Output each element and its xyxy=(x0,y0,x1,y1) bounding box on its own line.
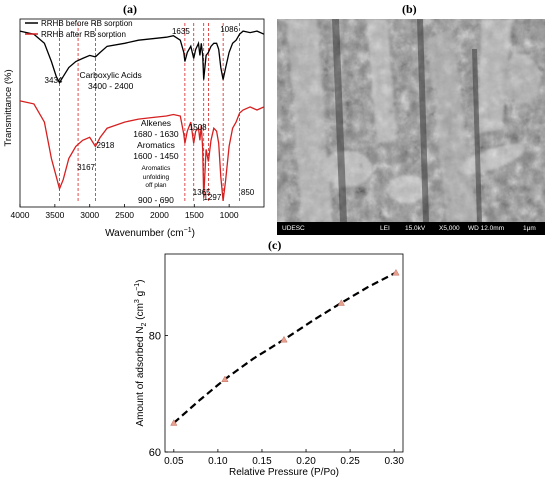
ftir-x-tick-label-0: 4000 xyxy=(11,210,30,220)
ftir-annotation-0: Carboxylic Acids xyxy=(79,70,141,80)
adsorption-y-axis-label: Amount of adsorbed N2 (cm3 g−1) xyxy=(134,280,148,427)
ftir-peak-label-4: 1508 xyxy=(189,123,207,132)
ftir-peak-label-7: 1086 xyxy=(220,25,238,34)
ftir-series-line-0 xyxy=(19,30,265,85)
adsorption-x-tick-label-0: 0.05 xyxy=(164,456,184,467)
adsorption-point-3 xyxy=(337,299,345,306)
ftir-annotation-5: 1600 - 1450 xyxy=(133,151,179,161)
ftir-y-axis-label: Transmittance (%) xyxy=(3,69,14,146)
ftir-x-axis-label-close: ) xyxy=(192,228,195,239)
ftir-chart: 4000 3500 3000 2500 2000 1500 1000 3434 3167 291… xyxy=(3,18,265,239)
ftir-peak-label-5: 1365 xyxy=(193,188,211,197)
adsorption-x-tick-label-4: 0.25 xyxy=(340,456,360,467)
ftir-peak-label-2: 2918 xyxy=(97,141,115,150)
ftir-legend-label-0: RRHB before RB sorption xyxy=(41,19,133,28)
ftir-annotation-7: unfolding xyxy=(143,174,170,181)
ftir-x-tick-label-2: 3000 xyxy=(80,210,99,220)
panel-b-label: (b) xyxy=(402,2,417,16)
sem-label-lab: UDESC xyxy=(282,225,305,232)
sem-info-bar: UDESC LEI 15.0kV X5,000 WD 12.0mm 1μm xyxy=(277,222,545,235)
adsorption-fit-line xyxy=(173,271,397,424)
sem-scale-label: 1μm xyxy=(523,225,536,232)
ftir-annotation-3: 1680 - 1630 xyxy=(133,129,179,139)
ftir-legend-label-1: RRHB after RB sorption xyxy=(41,30,126,39)
ftir-annotation-1: 3400 - 2400 xyxy=(88,81,134,91)
adsorption-y-tick-label-0: 60 xyxy=(149,447,161,459)
adsorption-x-tick-label-1: 0.10 xyxy=(208,456,228,467)
ftir-peak-label-6: 1297 xyxy=(204,193,222,202)
adsorption-y-tick-label-1: 80 xyxy=(149,331,161,343)
ftir-plot-frame xyxy=(19,18,265,208)
adsorption-point-2 xyxy=(280,335,288,343)
panel-a-label: (a) xyxy=(123,2,137,16)
ftir-x-axis-label: Wavenumber (cm−1) xyxy=(105,227,195,239)
adsorption-plot-frame xyxy=(164,253,404,453)
adsorption-point-4 xyxy=(392,268,400,276)
sem-label-mode: LEI xyxy=(380,225,390,232)
sem-label-working-distance: WD 12.0mm xyxy=(468,225,505,232)
adsorption-y-axis-label-unit-sup: 3 xyxy=(134,299,141,303)
adsorption-y-axis-label-unit-close: ) xyxy=(135,280,146,283)
ftir-x-tick-label-3: 2500 xyxy=(115,210,134,220)
adsorption-chart: 0.05 0.10 0.15 0.20 0.25 0.30 60 80 Relative Pr… xyxy=(134,253,404,478)
adsorption-y-axis-label-unit-open: (cm xyxy=(135,303,146,322)
panel-c-label: (c) xyxy=(268,238,282,252)
ftir-annotation-9: 900 - 690 xyxy=(138,195,174,205)
sem-texture xyxy=(277,19,545,222)
ftir-x-tick-label-4: 2000 xyxy=(150,210,169,220)
ftir-x-axis-label-sup: −1 xyxy=(184,227,192,234)
ftir-x-tick-label-6: 1000 xyxy=(220,210,239,220)
adsorption-x-tick-label-2: 0.15 xyxy=(252,456,272,467)
ftir-x-axis-label-main: Wavenumber (cm xyxy=(105,228,184,239)
ftir-annotation-2: Alkenes xyxy=(141,118,171,128)
ftir-annotation-4: Aromatics xyxy=(137,140,175,150)
adsorption-x-tick-label-3: 0.20 xyxy=(296,456,316,467)
sem-image: UDESC LEI 15.0kV X5,000 WD 12.0mm 1μm xyxy=(277,19,545,235)
adsorption-y-axis-label-main: Amount of adsorbed N xyxy=(135,326,146,426)
sem-label-voltage: 15.0kV xyxy=(405,225,426,232)
ftir-series-line-1 xyxy=(19,100,265,201)
adsorption-point-1 xyxy=(221,375,229,383)
adsorption-y-axis-label-unit-mid: g xyxy=(135,291,146,299)
ftir-annotation-8: off plan xyxy=(145,182,167,189)
ftir-peak-label-0: 3434 xyxy=(45,76,63,85)
adsorption-x-axis-label: Relative Pressure (P/Po) xyxy=(229,467,339,478)
adsorption-y-axis-label-sub: 2 xyxy=(141,322,148,326)
ftir-peak-label-3: 1635 xyxy=(172,27,190,36)
ftir-x-tick-label-5: 1500 xyxy=(185,210,204,220)
ftir-x-tick-label-1: 3500 xyxy=(45,210,64,220)
ftir-annotation-6: Aromatics xyxy=(141,165,171,172)
sem-label-magnification: X5,000 xyxy=(439,225,460,232)
ftir-peak-label-8: 850 xyxy=(241,188,255,197)
adsorption-x-tick-label-5: 0.30 xyxy=(384,456,404,467)
adsorption-point-0 xyxy=(170,419,178,426)
adsorption-y-axis-label-unit-sup2: −1 xyxy=(134,283,141,291)
ftir-peak-label-1: 3167 xyxy=(77,163,95,172)
